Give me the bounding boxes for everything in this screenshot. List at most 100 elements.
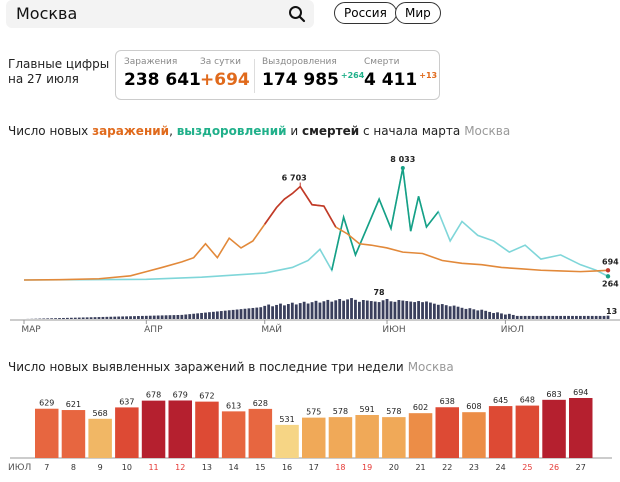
death-bar — [137, 316, 140, 319]
death-bar — [476, 310, 480, 319]
stat-infections-label: Заражения — [124, 57, 178, 67]
death-bar — [81, 317, 85, 319]
death-bar — [456, 306, 460, 319]
bar-value-label: 683 — [546, 390, 561, 399]
death-bar — [385, 299, 389, 319]
stat-infections: Заражения 238 641 — [124, 57, 201, 90]
bar-day-label: 7 — [44, 463, 49, 472]
death-bar — [350, 298, 353, 319]
bar-day-label: 18 — [335, 463, 345, 472]
stat-daily: За сутки +694 — [200, 57, 250, 90]
death-bar — [215, 311, 219, 319]
bar-value-label: 621 — [66, 400, 81, 409]
death-bar — [504, 314, 507, 319]
death-bar — [365, 300, 369, 319]
search-box[interactable]: Москва — [6, 0, 314, 28]
death-bar — [251, 307, 255, 319]
death-bar — [535, 315, 539, 319]
death-bar — [452, 305, 456, 319]
death-bar — [559, 315, 563, 319]
death-bar — [208, 312, 211, 319]
infections-peak-label: 6 703 — [282, 174, 307, 183]
bar-value-label: 678 — [146, 391, 161, 400]
death-bar — [594, 315, 598, 319]
death-bar — [598, 315, 602, 319]
bar-value-label: 591 — [360, 405, 375, 414]
bar-day-label: 20 — [389, 463, 399, 472]
main-chart: МАР АПР МАЙ ИЮН ИЮЛ 78 13 6 703 8 033 694 264 — [10, 155, 620, 335]
death-bar — [571, 315, 574, 319]
death-bar — [381, 300, 385, 319]
death-bar — [563, 315, 566, 319]
month-label: ИЮЛ — [501, 325, 524, 335]
death-bar — [432, 303, 436, 319]
bar — [355, 414, 379, 458]
death-bar — [263, 305, 267, 319]
death-bar — [575, 315, 578, 319]
death-bar — [117, 316, 121, 319]
bar — [569, 398, 593, 458]
death-bar — [409, 301, 413, 319]
month-label: АПР — [144, 325, 163, 335]
death-bar — [121, 316, 125, 319]
death-bar — [401, 300, 405, 319]
death-bar — [389, 301, 393, 319]
bar-day-label: 23 — [469, 463, 479, 472]
bar — [115, 407, 139, 458]
death-bar — [523, 315, 527, 319]
death-bar — [602, 315, 606, 319]
bar-chart-title-text: Число новых выявленных заражений в после… — [8, 360, 404, 374]
bar — [248, 408, 273, 458]
stat-deaths-label: Смерти — [364, 57, 400, 67]
bar-chart-title-city: Москва — [407, 360, 454, 374]
main-chart-title-recoveries: выздоровлений — [176, 124, 287, 138]
death-bar — [294, 304, 298, 319]
infections-line — [23, 185, 609, 281]
death-bar — [413, 302, 417, 319]
main-chart-title-sep: , — [169, 124, 177, 138]
deaths-peak-label: 78 — [373, 288, 385, 297]
death-bar — [318, 302, 322, 319]
death-bar — [152, 315, 156, 319]
bar-value-label: 648 — [520, 396, 535, 405]
death-bar — [42, 318, 46, 319]
recoveries-line — [23, 167, 609, 281]
death-bar — [227, 310, 231, 319]
region-button-russia[interactable]: Россия — [334, 2, 397, 24]
bar-day-label: 17 — [309, 463, 319, 472]
bar — [302, 417, 326, 458]
deaths-last-label: 13 — [606, 307, 617, 316]
death-bar — [125, 316, 128, 319]
death-bar — [168, 315, 172, 319]
death-bar — [448, 306, 452, 319]
death-bar — [188, 314, 192, 319]
bar — [88, 418, 112, 458]
death-bar — [429, 302, 432, 319]
main-chart-title-deaths: смертей — [301, 124, 360, 138]
bar-day-label: 26 — [549, 463, 559, 472]
infections-peak-line — [264, 185, 337, 228]
death-bar — [290, 302, 294, 319]
death-bar — [334, 300, 338, 319]
death-bar — [519, 315, 523, 319]
death-bar — [101, 316, 105, 319]
search-icon[interactable] — [288, 5, 306, 23]
main-chart-title-infections: заражений — [92, 124, 170, 138]
region-button-world[interactable]: Мир — [395, 2, 441, 24]
death-bar — [393, 301, 397, 319]
death-bar — [606, 315, 610, 319]
death-bar — [405, 301, 409, 319]
death-bar — [160, 315, 164, 319]
bar-value-label: 645 — [493, 396, 508, 405]
bar-value-label: 578 — [386, 407, 401, 416]
bar-value-label: 578 — [333, 407, 348, 416]
death-bar — [578, 315, 582, 319]
bar-day-label: 15 — [255, 463, 265, 472]
bar-day-label: 27 — [576, 463, 586, 472]
bar-value-label: 637 — [119, 397, 134, 406]
death-bar — [567, 315, 570, 319]
infections-end-dot — [605, 268, 611, 273]
death-bar — [192, 313, 196, 319]
death-bar — [271, 306, 274, 319]
death-bar — [511, 314, 515, 319]
